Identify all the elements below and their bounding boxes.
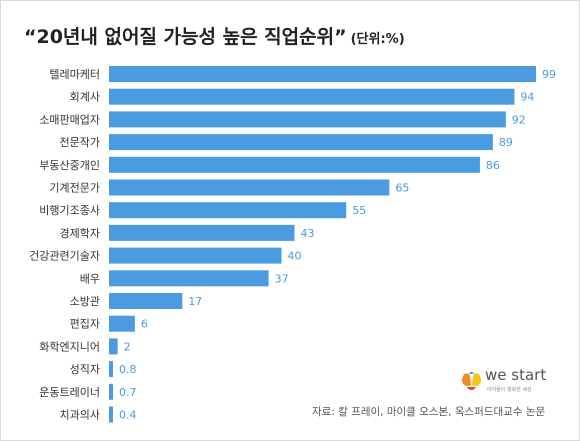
category-label: 비행기조종사 xyxy=(39,204,100,217)
bar xyxy=(109,88,515,105)
bar xyxy=(109,315,135,332)
category-label: 회계사 xyxy=(70,91,100,104)
value-label: 0.4 xyxy=(119,409,137,422)
bar xyxy=(109,111,506,128)
value-label: 65 xyxy=(395,182,409,195)
bar xyxy=(109,383,113,400)
category-label: 배우 xyxy=(80,272,100,285)
hands-logo-icon xyxy=(462,371,481,390)
category-label: 텔레마케터 xyxy=(49,68,100,81)
bar xyxy=(109,406,113,423)
value-label: 94 xyxy=(520,91,534,104)
category-label: 치과의사 xyxy=(60,409,100,422)
category-label: 소방관 xyxy=(70,295,100,308)
value-label: 43 xyxy=(300,227,314,240)
value-label: 86 xyxy=(486,159,500,172)
value-label: 6 xyxy=(141,318,148,331)
chart-title: “20년내 없어질 가능성 높은 직업순위” (단위:%) xyxy=(24,22,405,49)
we-start-logo: we start 아이들이 행복한 세상 xyxy=(459,365,569,401)
chart-title-text: “20년내 없어질 가능성 높은 직업순위” xyxy=(24,26,347,48)
logo-tagline: 아이들이 행복한 세상 xyxy=(487,387,532,393)
bar xyxy=(109,134,493,151)
category-label: 경제학자 xyxy=(60,227,100,240)
bar xyxy=(109,293,183,309)
category-label: 화학엔지니어 xyxy=(39,340,100,353)
value-label: 89 xyxy=(499,136,513,149)
category-label: 소매판매업자 xyxy=(39,113,100,126)
bar xyxy=(109,179,390,196)
source-note: 자료: 칼 프레이, 마이클 오스본, 옥스퍼드대교수 논문 xyxy=(312,406,546,418)
bar xyxy=(109,338,118,355)
value-label: 55 xyxy=(352,204,366,217)
value-label: 37 xyxy=(275,272,289,285)
value-label: 2 xyxy=(124,340,131,353)
category-label: 운동트레이너 xyxy=(39,386,100,399)
bar xyxy=(109,156,480,173)
logo-name: we start xyxy=(485,366,547,384)
category-label: 기계전문가 xyxy=(49,182,100,195)
bar xyxy=(109,224,295,241)
bar xyxy=(109,202,347,219)
category-label: 편집자 xyxy=(70,318,100,331)
value-label: 99 xyxy=(542,68,556,81)
bar xyxy=(109,361,113,378)
bar xyxy=(109,66,536,82)
category-label: 부동산중개인 xyxy=(39,159,100,172)
category-label: 전문작가 xyxy=(60,136,100,149)
value-label: 40 xyxy=(288,250,302,263)
category-label: 성직자 xyxy=(70,363,100,376)
unit-label: (단위:%) xyxy=(350,32,405,47)
bars-group: 텔레마케터 99 회계사 94 소매판매업자 92 전문작가 89 부동산중개인 86 기계전문가 6… xyxy=(29,66,556,423)
value-label: 0.8 xyxy=(119,363,137,376)
value-label: 0.7 xyxy=(119,386,137,399)
value-label: 92 xyxy=(512,113,526,126)
category-label: 건강관련기술자 xyxy=(29,250,100,263)
value-label: 17 xyxy=(188,295,202,308)
bar xyxy=(109,247,282,264)
bar xyxy=(109,270,269,287)
